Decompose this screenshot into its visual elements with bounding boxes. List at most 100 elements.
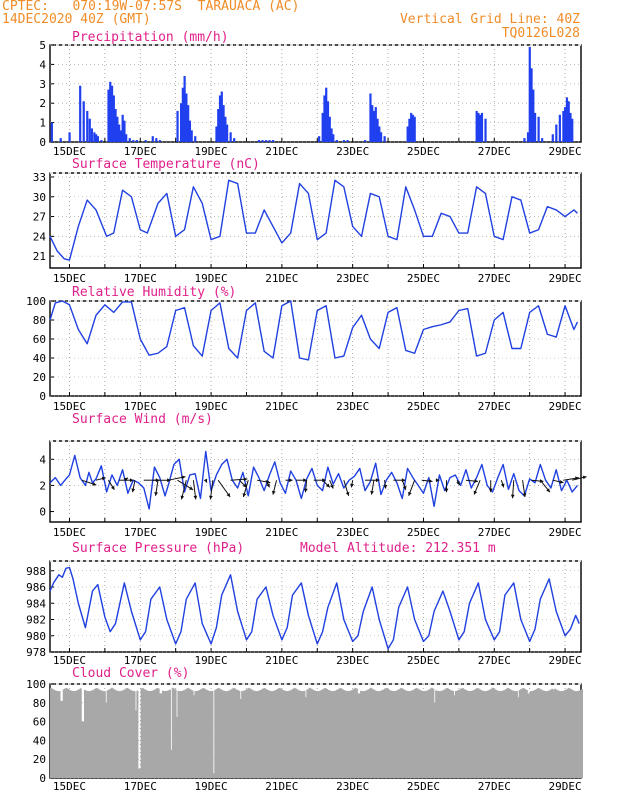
cloud-bar	[437, 691, 440, 778]
cloud-title: Cloud Cover (%)	[72, 666, 189, 681]
cloud-bar	[91, 690, 94, 778]
temp-xtick-label: 17DEC	[124, 272, 157, 285]
precip-bar	[533, 112, 537, 142]
wind-xtick-label: 25DEC	[407, 526, 440, 539]
cloud-bar	[133, 691, 136, 778]
cloud-bar	[117, 691, 120, 778]
cloud-bar	[140, 688, 143, 778]
temp-xtick-label: 29DEC	[549, 272, 582, 285]
cloud-bar	[311, 689, 314, 778]
cloud-bar	[515, 691, 518, 778]
precip-bar	[532, 89, 535, 142]
cloud-bar	[268, 690, 271, 778]
cloud-bar	[242, 690, 245, 778]
cloud-bar	[219, 689, 222, 778]
cloud-bar	[521, 688, 524, 778]
pres-ytick-label: 986	[26, 581, 46, 594]
cloud-bar	[241, 691, 244, 778]
cloud-bar	[78, 689, 81, 778]
wind-arrow	[230, 477, 248, 482]
cloud-bar	[416, 688, 419, 778]
pres-xtick-label: 17DEC	[124, 654, 157, 667]
cloud-xtick-label: 23DEC	[336, 780, 369, 793]
cloud-bar	[336, 689, 339, 778]
precip-bar	[155, 138, 158, 142]
precip-bar	[346, 140, 349, 142]
precip-bar	[342, 140, 346, 142]
cloud-bar	[59, 700, 62, 778]
cloud-bar	[433, 702, 436, 778]
precip-bar	[86, 110, 89, 142]
pres-ytick-label: 980	[26, 630, 46, 643]
cloud-bar	[473, 689, 476, 778]
cloud-bar	[530, 691, 533, 778]
cloud-bar	[454, 691, 457, 778]
precip-bar	[372, 110, 376, 142]
temp-series-line	[49, 179, 578, 261]
cloud-bar	[202, 688, 205, 778]
precip-bar	[562, 110, 565, 142]
cloud-bar	[517, 697, 520, 778]
cloud-bar	[229, 689, 232, 778]
cloud-bar	[425, 690, 428, 778]
cloud-bar	[391, 690, 394, 778]
cloud-bar	[340, 688, 343, 778]
cloud-bar	[120, 690, 123, 778]
cloud-bar	[266, 689, 269, 778]
precip-bar	[218, 95, 222, 142]
cloud-bar	[309, 687, 312, 778]
precip-bar	[123, 120, 126, 142]
cloud-bar	[494, 689, 497, 778]
cloud-bar	[269, 690, 272, 778]
precip-bar	[114, 109, 117, 142]
pres-xtick-label: 29DEC	[549, 654, 582, 667]
precip-bar	[222, 105, 225, 142]
cloud-bar	[249, 688, 252, 778]
temp-title: Surface Temperature (nC)	[72, 157, 260, 172]
cloud-bar	[68, 689, 71, 778]
cloud-bar	[177, 690, 180, 778]
precip-bar	[379, 132, 383, 142]
cloud-ytick-label: 60	[33, 716, 46, 729]
temp-xtick-label: 25DEC	[407, 272, 440, 285]
cloud-bar	[136, 690, 139, 778]
precip-bar	[100, 140, 103, 142]
precip-bar	[374, 107, 377, 142]
precip-bar	[408, 118, 411, 142]
cloud-xtick-label: 15DEC	[53, 780, 86, 793]
pres-ytick-label: 988	[26, 565, 46, 578]
precip-bar	[330, 128, 333, 142]
cloud-bar	[215, 689, 218, 778]
cloud-bar	[486, 690, 489, 778]
cloud-bar	[258, 690, 261, 778]
model-code-header: TQ0126L028	[501, 26, 580, 41]
temp-ytick-label: 30	[33, 191, 46, 204]
cloud-bar	[287, 690, 290, 778]
cloud-bar	[86, 691, 89, 778]
cloud-bar	[481, 690, 484, 778]
cloud-bar	[227, 690, 230, 778]
precip-bar	[571, 118, 574, 142]
precip-bar	[323, 95, 326, 142]
wind-arrow	[401, 480, 407, 490]
wind-arrow	[152, 478, 171, 483]
precip-bar	[328, 116, 331, 142]
wind-arrow	[239, 479, 247, 488]
cloud-bar	[384, 688, 387, 778]
precip-bar	[480, 112, 484, 142]
cloud-bar	[412, 689, 415, 778]
rh-ytick-label: 80	[33, 314, 46, 327]
precip-frame	[49, 44, 582, 143]
cloud-bar	[171, 687, 174, 778]
precip-ytick-label: 3	[39, 78, 46, 91]
precip-ytick-label: 2	[39, 97, 46, 110]
cloud-bar	[307, 688, 310, 778]
wind-arrow	[131, 480, 136, 493]
wind-xtick-label: 17DEC	[124, 526, 157, 539]
cloud-bar	[98, 689, 101, 778]
cloud-bar	[418, 689, 421, 778]
cloud-bar	[549, 689, 552, 778]
precip-bar	[68, 132, 71, 142]
cloud-bar	[463, 689, 466, 778]
precip-bar	[318, 136, 321, 142]
